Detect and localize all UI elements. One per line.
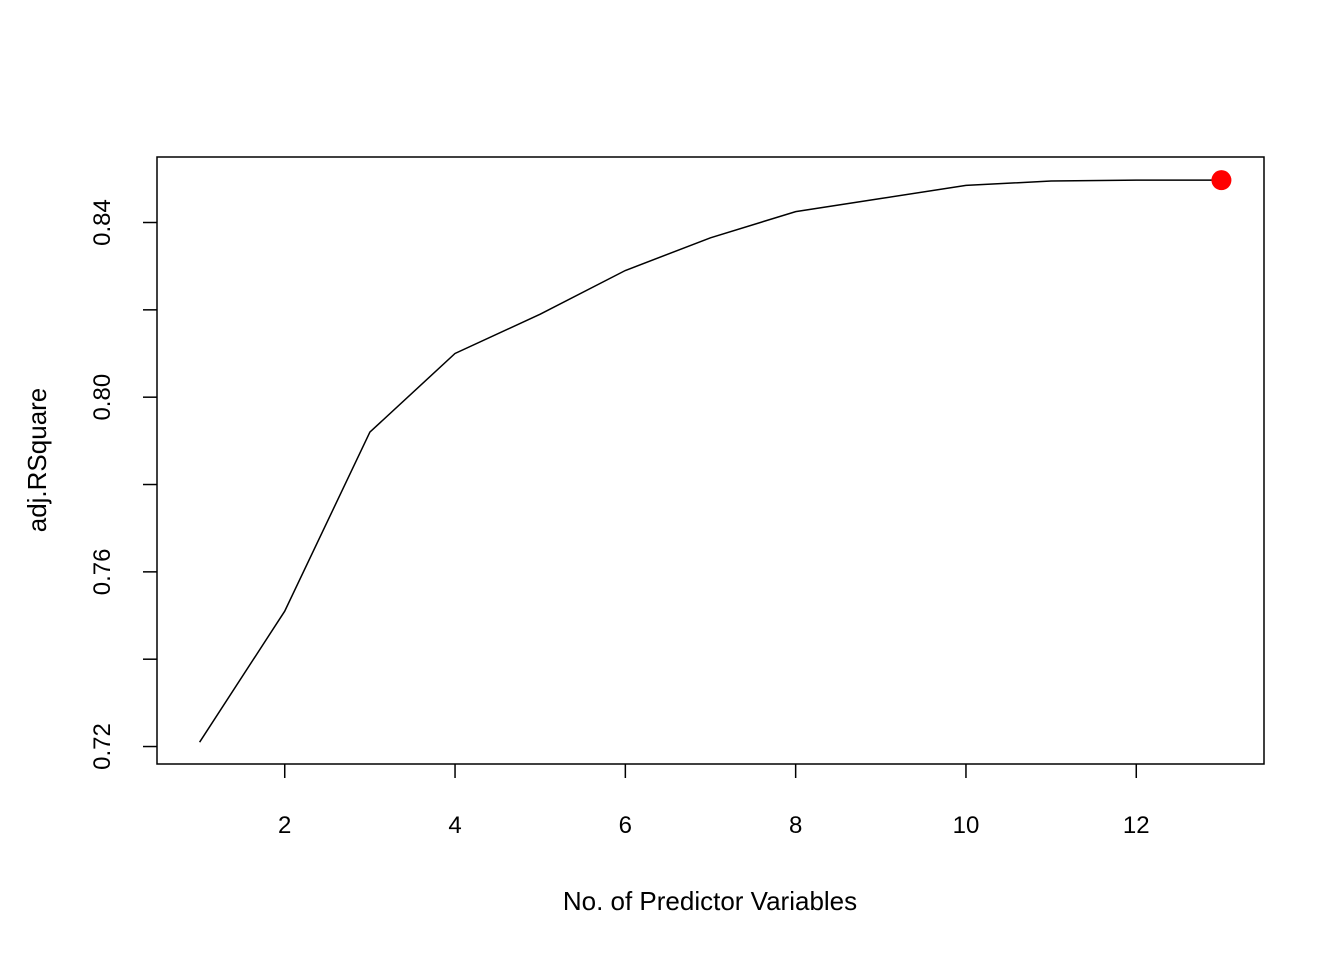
y-tick-label: 0.84 — [89, 199, 116, 246]
x-tick-label: 6 — [619, 812, 632, 839]
y-tick-label: 0.72 — [89, 723, 116, 770]
y-tick-label: 0.76 — [89, 548, 116, 595]
x-axis-title: No. of Predictor Variables — [563, 886, 857, 916]
x-axis: 2 4 6 8 10 12 — [278, 764, 1150, 839]
x-tick-label: 10 — [953, 812, 980, 839]
series-points — [1211, 170, 1232, 191]
x-tick-label: 2 — [278, 812, 291, 839]
x-tick-label: 4 — [448, 812, 461, 839]
series-line — [198, 179, 1222, 743]
x-tick-label: 12 — [1123, 812, 1150, 839]
y-tick-label: 0.80 — [89, 374, 116, 421]
y-axis: 0.72 0.76 0.80 0.84 — [89, 199, 157, 770]
plot-frame — [156, 156, 1265, 765]
highlight-point — [1211, 170, 1232, 191]
y-axis-title: adj.RSquare — [22, 388, 52, 533]
x-tick-label: 8 — [789, 812, 802, 839]
